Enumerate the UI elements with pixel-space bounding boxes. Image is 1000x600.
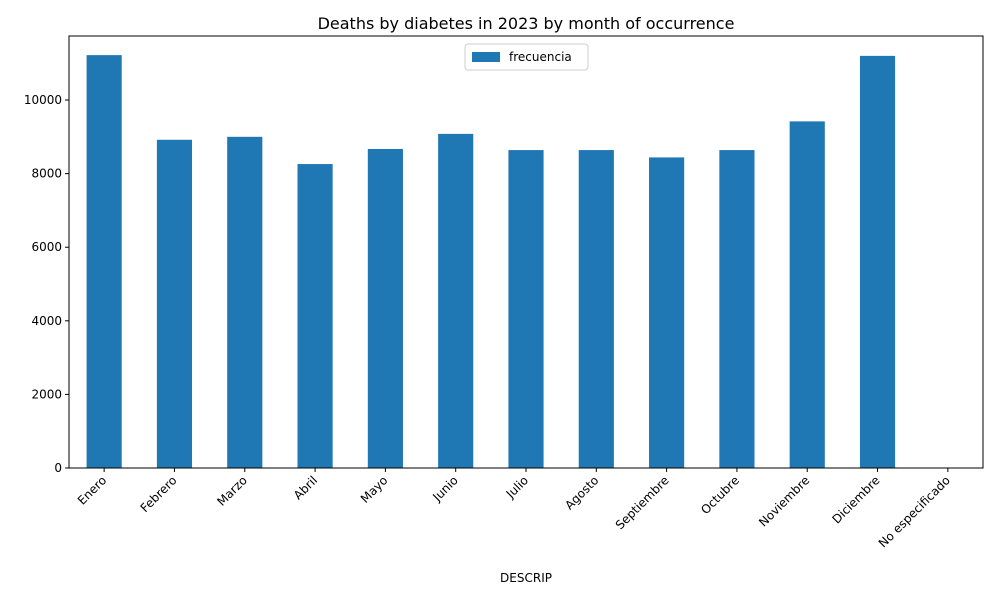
x-tick-label: No especificado xyxy=(876,473,953,550)
x-tick-label: Noviembre xyxy=(756,473,812,529)
legend-swatch xyxy=(472,52,500,62)
legend-box xyxy=(464,43,589,71)
bar-febrero xyxy=(156,139,193,468)
x-tick-label: Febrero xyxy=(138,473,180,515)
y-tick-label: 8000 xyxy=(31,167,62,181)
x-axis-label: DESCRIP xyxy=(500,571,552,585)
legend-label: frecuencia xyxy=(509,50,572,64)
bar-mayo xyxy=(367,148,403,468)
x-tick-label: Diciembre xyxy=(829,473,882,526)
y-tick-label: 10000 xyxy=(24,93,62,107)
y-axis: 0 2000 4000 6000 8000 10000 xyxy=(24,93,69,475)
plot-frame xyxy=(68,35,984,469)
x-tick-label: Julio xyxy=(503,473,531,501)
x-axis: Enero Febrero Marzo Abril Mayo Junio Julio Agos… xyxy=(75,468,953,550)
bar-agosto xyxy=(578,150,614,469)
bar-noviembre xyxy=(789,121,825,468)
bars-group xyxy=(86,55,966,469)
y-tick-label: 0 xyxy=(54,461,62,475)
x-tick-label: Octubre xyxy=(698,473,742,517)
x-tick-label: Septiembre xyxy=(613,473,672,532)
bar-julio xyxy=(508,150,544,469)
bar-marzo xyxy=(227,136,263,468)
y-tick-label: 2000 xyxy=(31,387,62,401)
bar-junio xyxy=(438,133,474,469)
y-tick-label: 6000 xyxy=(31,240,62,254)
bar-abril xyxy=(297,164,333,469)
x-tick-label: Marzo xyxy=(214,473,250,509)
bar-enero xyxy=(86,55,122,468)
x-tick-label: Mayo xyxy=(358,473,391,506)
bar-diciembre xyxy=(859,55,896,468)
x-tick-label: Agosto xyxy=(562,473,601,512)
chart-title: Deaths by diabetes in 2023 by month of o… xyxy=(318,14,735,33)
x-tick-label: Junio xyxy=(429,473,460,504)
bar-septiembre xyxy=(649,157,685,468)
bar-octubre xyxy=(719,150,755,469)
y-tick-label: 4000 xyxy=(31,314,62,328)
x-tick-label: Enero xyxy=(75,473,109,507)
x-tick-label: Abril xyxy=(291,473,320,502)
legend: frecuencia xyxy=(464,43,589,71)
